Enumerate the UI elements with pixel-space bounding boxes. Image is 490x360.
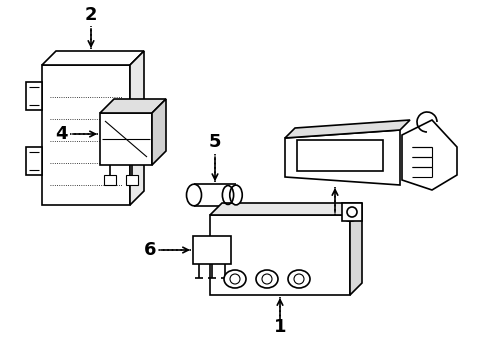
Text: 3: 3 [345, 208, 358, 226]
Bar [42, 65, 130, 205]
Text: 5: 5 [209, 133, 221, 151]
Bar [26, 82, 42, 110]
Polygon shape [285, 130, 400, 185]
Text: 4: 4 [55, 125, 68, 143]
Bar [210, 215, 350, 295]
Bar [104, 175, 116, 185]
Polygon shape [285, 120, 410, 138]
Bar [100, 113, 152, 165]
Bar [126, 175, 138, 185]
Bar [193, 236, 231, 264]
Polygon shape [402, 120, 457, 190]
Polygon shape [100, 99, 166, 113]
Ellipse shape [256, 270, 278, 288]
Ellipse shape [230, 185, 242, 205]
Text: 1: 1 [274, 318, 286, 336]
Polygon shape [152, 99, 166, 165]
Ellipse shape [288, 270, 310, 288]
Polygon shape [130, 51, 144, 205]
Bar [342, 203, 362, 221]
Text: 6: 6 [144, 241, 156, 259]
Polygon shape [210, 203, 362, 215]
Polygon shape [350, 203, 362, 295]
Bar [297, 140, 383, 171]
Polygon shape [42, 51, 144, 65]
Ellipse shape [224, 270, 246, 288]
Text: 2: 2 [85, 6, 97, 24]
Bar [26, 147, 42, 175]
Ellipse shape [187, 184, 201, 206]
